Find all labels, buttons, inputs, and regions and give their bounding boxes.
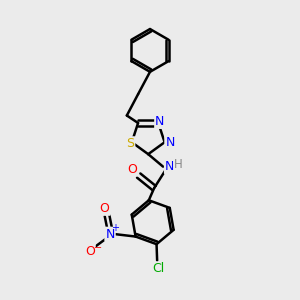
Text: S: S xyxy=(126,137,134,150)
Text: N: N xyxy=(165,136,175,149)
Text: N: N xyxy=(105,228,115,241)
Text: O: O xyxy=(127,163,137,176)
Text: +: + xyxy=(111,223,119,233)
Text: H: H xyxy=(174,158,183,171)
Text: N: N xyxy=(165,160,174,173)
Text: N: N xyxy=(155,115,164,128)
Text: −: − xyxy=(94,243,102,253)
Text: Cl: Cl xyxy=(152,262,165,275)
Text: O: O xyxy=(100,202,110,215)
Text: O: O xyxy=(85,244,95,258)
